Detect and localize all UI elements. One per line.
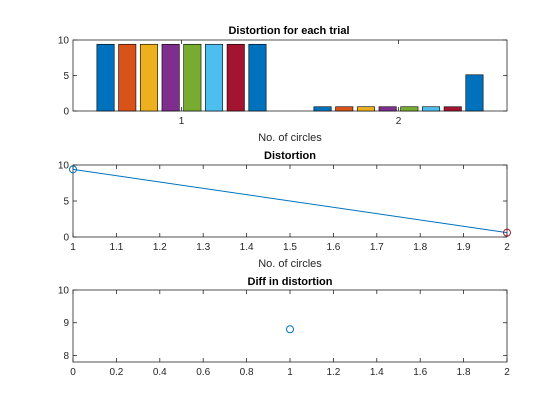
bar-category2-series3 [356,106,375,112]
subplot1-axes-box [72,39,508,112]
subplot1-xtick-label-1: 2 [396,116,402,127]
subplot2-xtick-label-2: 1.2 [153,242,167,253]
diff-point-1 [286,325,294,334]
subplot2-xtick-label-7: 1.7 [370,242,384,253]
subplot3-xtick-label-8: 1.6 [413,367,427,378]
bar-category2-series6 [422,106,441,112]
distortion-line [72,168,508,234]
bar-category1-series1 [96,43,115,112]
subplot3-title: Diff in distortion [248,276,333,288]
subplot3-xtick-label-0: 0 [70,367,76,378]
subplot2-xtick-label-10: 2 [504,242,510,253]
subplot2-xtick-label-4: 1.4 [240,242,254,253]
subplot2-xtick-label-3: 1.3 [196,242,210,253]
bar-category1-series5 [183,43,202,112]
bar-category2-series4 [378,106,397,112]
subplot3-xtick-label-9: 1.8 [457,367,471,378]
bar-category1-series6 [205,43,224,112]
bar-category2-series5 [400,106,419,112]
subplot1-xtick-label-0: 1 [179,116,185,127]
subplot2-title: Distortion [264,150,316,162]
subplot1-title: Distortion for each trial [228,25,349,37]
subplot3-xtick-label-6: 1.2 [326,367,340,378]
subplot2-xtick-label-1: 1.1 [109,242,123,253]
subplot-distortion: Distortion 0 5 10 1 1.1 1.2 1.3 1.4 1.5 1.6 1.7 1.8… [58,150,511,270]
bar-category2-series1 [313,106,332,112]
subplot3-xtick-label-7: 1.4 [370,367,384,378]
subplot3-ytick-label-1: 9 [63,318,69,329]
subplot1-ytick-label-0: 0 [63,107,69,118]
subplot2-xtick-label-0: 1 [70,242,76,253]
bar-category1-series2 [118,43,137,112]
bar-category1-series7 [226,43,245,112]
subplot1-ytick-label-1: 5 [63,71,69,82]
subplot2-xtick-label-8: 1.8 [413,242,427,253]
subplot3-xtick-label-4: 0.8 [240,367,254,378]
subplot2-xlabel: No. of circles [258,258,322,270]
bar-category2-series7 [443,106,462,112]
subplot3-xtick-label-10: 2 [504,367,510,378]
bar-category1-series4 [161,43,180,112]
subplot3-xtick-label-3: 0.6 [196,367,210,378]
bar-category1-series8 [248,43,267,112]
subplot3-ytick-label-2: 10 [58,286,70,297]
subplot2-ytick-label-0: 0 [63,233,69,244]
subplot3-xtick-label-5: 1 [287,367,293,378]
subplot1-ytick-label-2: 10 [58,36,70,47]
subplot3-xtick-label-1: 0.2 [109,367,123,378]
subplot2-xtick-label-6: 1.6 [326,242,340,253]
bar-category2-series8 [465,74,484,112]
bar-category1-series3 [139,43,158,112]
subplot3-ytick-label-0: 8 [63,351,69,362]
subplot2-xtick-label-5: 1.5 [283,242,297,253]
subplot1-xlabel: No. of circles [258,132,322,144]
bar-category2-series2 [335,106,354,112]
subplot2-xtick-label-9: 1.9 [457,242,471,253]
distortion-marker-1 [69,165,77,174]
distortion-marker-2 [503,228,511,237]
subplot2-ytick-label-2: 10 [58,161,70,172]
subplot-distortion-per-trial: Distortion for each trial 0 5 10 1 2 No. of … [58,25,508,144]
subplot3-xtick-label-2: 0.4 [153,367,167,378]
subplot2-ytick-label-1: 5 [63,197,69,208]
subplot-diff-in-distortion: Diff in distortion 8 9 10 0 0.2 0.4 0.6 0.8 1 1.2… [58,276,510,378]
